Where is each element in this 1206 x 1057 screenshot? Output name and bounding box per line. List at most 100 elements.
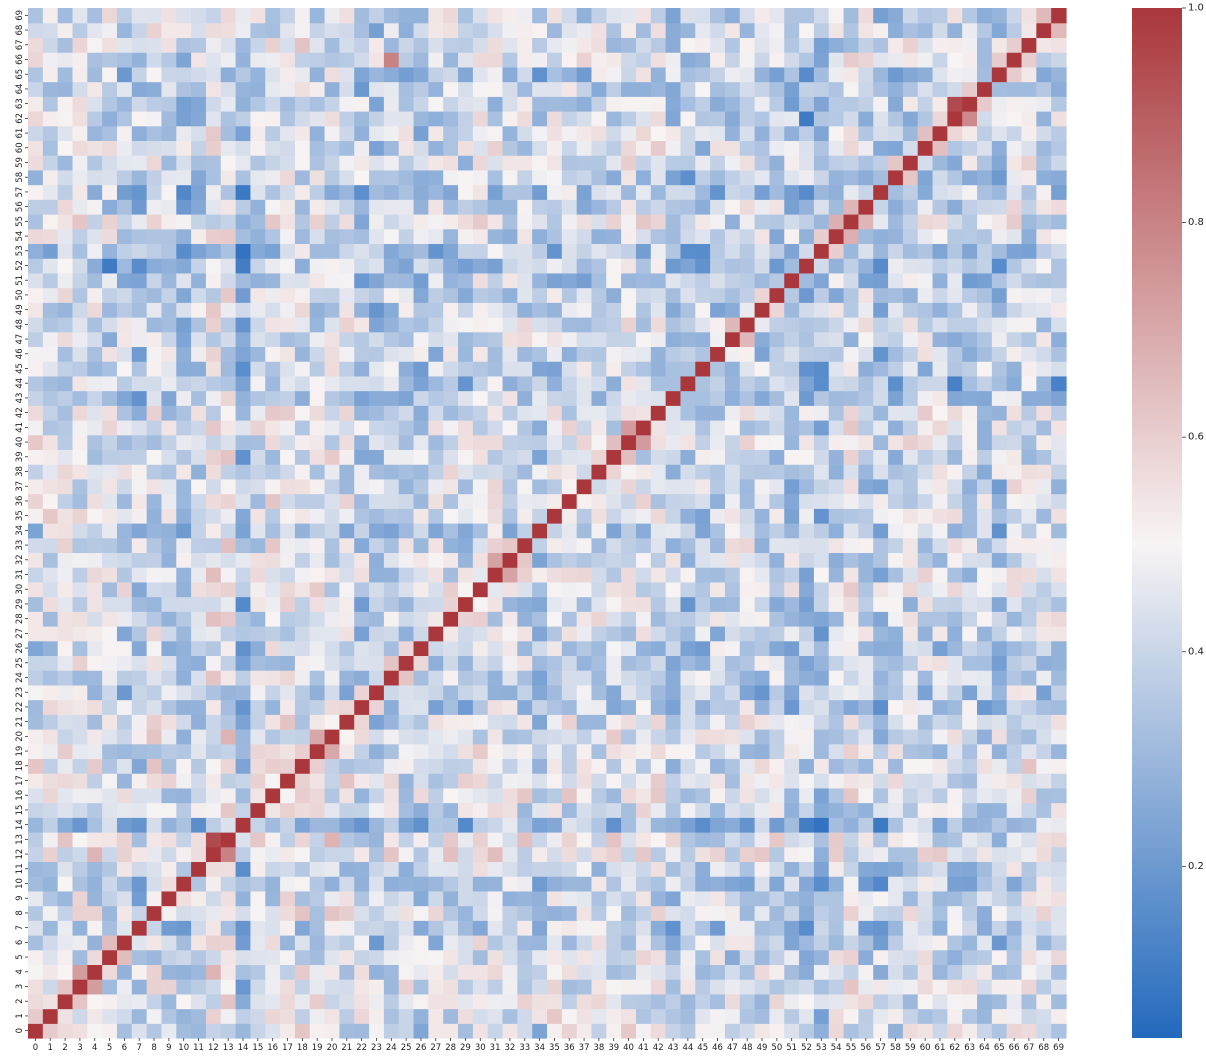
heatmap-cell [131, 66, 148, 83]
heatmap-cell [873, 699, 889, 715]
heatmap-cell [324, 287, 340, 303]
heatmap-cell [843, 817, 859, 833]
heatmap-cell [784, 1008, 800, 1024]
heatmap-cell [769, 773, 785, 789]
x-tick-label: 15 [252, 1043, 263, 1053]
heatmap-cell [650, 155, 667, 171]
heatmap-cell [428, 567, 444, 583]
heatmap-cell [161, 390, 177, 406]
heatmap-cell [606, 199, 622, 215]
heatmap-cell [547, 434, 563, 451]
heatmap-cell [443, 1023, 459, 1039]
heatmap-cell [813, 155, 830, 171]
heatmap-cell [532, 449, 548, 465]
x-tick-label: 42 [653, 1043, 664, 1053]
heatmap-cell [724, 405, 741, 421]
heatmap-cell [769, 567, 785, 583]
heatmap-cell [250, 699, 266, 715]
heatmap-cell [339, 655, 355, 671]
heatmap-cell [265, 243, 281, 259]
heatmap-cell [42, 228, 59, 245]
heatmap-cell [754, 699, 771, 715]
heatmap-cell [220, 979, 237, 995]
heatmap-cell [354, 405, 370, 421]
heatmap-cell [962, 199, 978, 215]
heatmap-cell [784, 361, 800, 377]
heatmap-cell [547, 449, 563, 465]
heatmap-cell [517, 66, 533, 83]
heatmap-cell [294, 1008, 311, 1024]
heatmap-cell [947, 846, 963, 863]
heatmap-cell [635, 199, 652, 215]
heatmap-cell [917, 655, 934, 671]
heatmap-cell [799, 655, 815, 671]
heatmap-cell [42, 81, 59, 97]
heatmap-cell [680, 390, 696, 406]
heatmap-cell [487, 464, 504, 480]
heatmap-cell [547, 405, 563, 421]
heatmap-cell [220, 449, 237, 465]
heatmap-cell [443, 22, 459, 39]
heatmap-cell [324, 317, 340, 333]
heatmap-cell [369, 464, 385, 480]
heatmap-cell [517, 8, 533, 24]
heatmap-cell [131, 8, 148, 24]
heatmap-cell [72, 935, 88, 951]
heatmap-cell [665, 508, 682, 524]
heatmap-cell [443, 596, 459, 612]
heatmap-cell [858, 890, 874, 907]
heatmap-cell [932, 817, 948, 833]
heatmap-cell [739, 243, 756, 259]
heatmap-cell [443, 478, 459, 495]
heatmap-cell [309, 169, 326, 186]
heatmap-cell [902, 214, 919, 230]
heatmap-cell [947, 81, 963, 97]
heatmap-cell [724, 464, 741, 480]
heatmap-cell [57, 272, 74, 289]
heatmap-cell [502, 714, 518, 730]
heatmap-cell [339, 317, 355, 333]
heatmap-cell [472, 640, 489, 657]
heatmap-cell [191, 508, 207, 524]
heatmap-cell [131, 464, 148, 480]
heatmap-cell [917, 287, 934, 303]
heatmap-cell [502, 964, 518, 980]
heatmap-cell [947, 552, 963, 568]
heatmap-cell [680, 552, 696, 568]
heatmap-cell [754, 317, 771, 333]
heatmap-cell [947, 214, 963, 230]
heatmap-cell [739, 581, 756, 598]
heatmap-cell [547, 346, 563, 362]
heatmap-cell [250, 8, 266, 24]
heatmap-cell [710, 905, 726, 921]
heatmap-cell [977, 96, 993, 112]
heatmap-cell [813, 169, 830, 186]
heatmap-cell [724, 258, 741, 274]
heatmap-cell [443, 361, 459, 377]
heatmap-cell [146, 670, 163, 686]
x-tick-label: 33 [519, 1043, 530, 1053]
heatmap-cell [235, 802, 252, 818]
heatmap-cell [576, 66, 593, 83]
heatmap-cell [72, 773, 88, 789]
heatmap-cell [799, 478, 815, 495]
heatmap-cell [116, 434, 133, 451]
x-tick-label: 27 [430, 1043, 441, 1053]
heatmap-cell [769, 478, 785, 495]
heatmap-cell [932, 449, 948, 465]
heatmap-cell [383, 537, 400, 554]
heatmap-cell [191, 964, 207, 980]
heatmap-cell [606, 375, 622, 392]
heatmap-cell [873, 1008, 889, 1024]
heatmap-cell [784, 420, 800, 436]
heatmap-cell [102, 258, 118, 274]
heatmap-cell [443, 655, 459, 671]
heatmap-cell [858, 714, 874, 730]
heatmap-cell [57, 787, 74, 804]
heatmap-cell [991, 8, 1008, 24]
heatmap-cell [265, 478, 281, 495]
heatmap-cell [161, 817, 177, 833]
heatmap-cell [991, 626, 1008, 642]
heatmap-cell [87, 743, 103, 760]
heatmap-cell [428, 758, 444, 774]
